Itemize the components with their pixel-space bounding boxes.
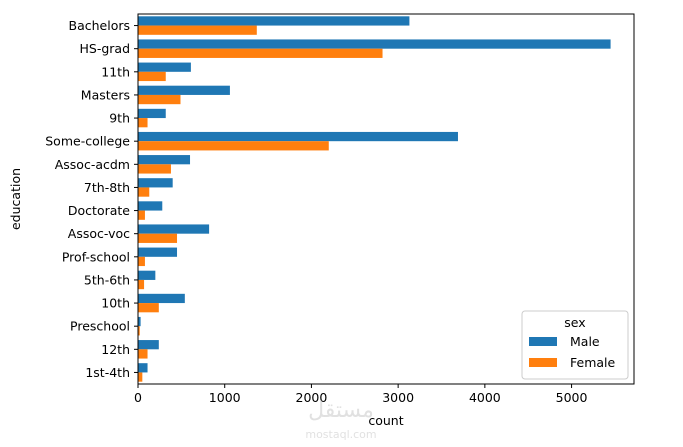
x-tick-label: 5000 — [556, 390, 588, 405]
y-tick-label: 12th — [101, 342, 130, 357]
y-tick-label: 9th — [109, 111, 130, 126]
bar-female-bachelors — [138, 25, 257, 35]
y-tick-label: Preschool — [70, 319, 130, 334]
bar-male-9th — [138, 108, 166, 119]
bar-female-masters — [138, 94, 181, 105]
legend-label-female: Female — [570, 355, 616, 370]
bar-female-prof-school — [138, 256, 145, 267]
bar-male-7th-8th — [138, 178, 173, 188]
bar-female-hs-grad — [138, 48, 383, 58]
y-tick-label: 10th — [101, 296, 130, 311]
y-tick-label: 5th-6th — [84, 272, 130, 287]
bar-male-bachelors — [138, 16, 410, 26]
bar-female-10th — [138, 303, 159, 313]
bar-male-5th-6th — [138, 270, 156, 280]
y-axis-label: education — [8, 168, 23, 230]
bar-male-prof-school — [138, 247, 178, 257]
bar-female-9th — [138, 118, 148, 128]
bar-male-10th — [138, 293, 185, 304]
bar-male-12th — [138, 340, 159, 350]
legend-label-male: Male — [570, 334, 600, 349]
x-tick-label: 4000 — [469, 390, 501, 405]
bar-female-5th-6th — [138, 279, 145, 290]
y-tick-label: 11th — [101, 64, 130, 79]
y-tick-label: 7th-8th — [84, 180, 130, 195]
bar-female-12th — [138, 349, 148, 359]
bar-male-assoc-voc — [138, 224, 210, 234]
bar-female-7th-8th — [138, 187, 150, 197]
y-tick-label: 1st-4th — [85, 365, 130, 380]
bar-male-1st-4th — [138, 363, 148, 373]
bar-female-assoc-acdm — [138, 164, 171, 174]
y-tick-label: HS-grad — [79, 41, 130, 56]
legend-swatch-male — [529, 337, 557, 346]
watermark-site: mostaql.com — [305, 428, 376, 441]
y-tick-label: Some-college — [45, 134, 130, 149]
x-tick-label: 1000 — [209, 390, 241, 405]
x-axis-label: count — [368, 413, 403, 428]
bar-male-doctorate — [138, 201, 163, 211]
x-tick-label: 0 — [134, 390, 142, 405]
y-tick-label: Prof-school — [62, 249, 130, 264]
y-tick-label: Masters — [81, 87, 130, 102]
legend-swatch-female — [529, 358, 557, 367]
bar-female-11th — [138, 71, 166, 82]
x-axis-ticks: 0 1000 2000 3000 4000 5000 — [134, 384, 588, 405]
legend: sex Male Female — [521, 310, 629, 380]
bar-male-hs-grad — [138, 39, 611, 49]
plot-frame — [137, 13, 635, 385]
x-tick-label: 2000 — [296, 390, 328, 405]
bar-male-11th — [138, 62, 191, 72]
bar-male-assoc-acdm — [138, 155, 191, 165]
bar-female-assoc-voc — [138, 233, 178, 243]
legend-title: sex — [564, 315, 585, 330]
y-tick-label: Bachelors — [69, 18, 131, 33]
bar-female-doctorate — [138, 210, 145, 220]
bar-female-preschool — [138, 326, 140, 336]
bars-layer — [138, 16, 611, 382]
bar-male-preschool — [138, 316, 141, 327]
watermark-logo: مستقل — [308, 398, 374, 423]
bar-male-some-college — [138, 131, 458, 142]
bar-female-1st-4th — [138, 372, 143, 382]
y-tick-label: Assoc-acdm — [55, 157, 130, 172]
y-tick-label: Assoc-voc — [68, 226, 130, 241]
x-tick-label: 3000 — [382, 390, 414, 405]
y-axis-ticks: Bachelors HS-grad 11th Masters 9th Some-colle… — [45, 18, 138, 380]
bar-male-masters — [138, 85, 230, 95]
bar-female-some-college — [138, 141, 329, 151]
watermark: مستقل mostaql.com — [305, 398, 376, 441]
y-tick-label: Doctorate — [68, 203, 130, 218]
